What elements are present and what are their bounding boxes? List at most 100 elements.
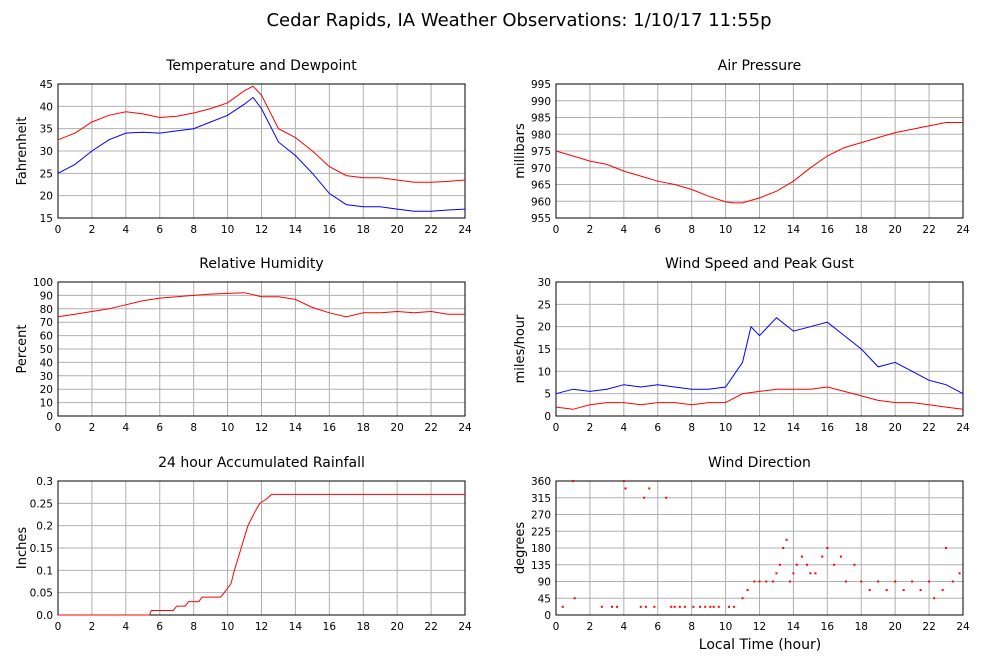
x-tick-label: 10: [719, 224, 732, 236]
wdir-point: [571, 480, 574, 482]
wdir-point: [844, 580, 847, 583]
x-tick-label: 18: [357, 422, 370, 434]
wdir-point: [809, 572, 812, 575]
plot-frame: [555, 281, 964, 417]
wdir-point: [717, 605, 720, 608]
x-tick-label: 20: [888, 224, 901, 236]
x-tick-label: 24: [458, 224, 472, 236]
wdir-point: [826, 547, 829, 549]
wdir-point: [665, 496, 668, 499]
pressure-y-axis-label: millibars: [513, 123, 528, 179]
x-axis-label: Local Time (hour): [699, 637, 821, 653]
y-tick-label: 0.15: [30, 543, 53, 555]
y-tick-label: 225: [531, 526, 551, 538]
x-tick-label: 20: [888, 621, 901, 633]
y-tick-label: 0: [544, 610, 551, 622]
x-tick-label: 4: [620, 224, 627, 236]
wdir-point: [727, 605, 730, 608]
wdir-point: [648, 487, 651, 490]
x-tick-label: 22: [424, 422, 437, 434]
pressure-panel: 0 2 4 6 8 10 12 14 16 18 20 22 249559609659709759809…: [513, 58, 970, 236]
temp-series-line-0: [57, 85, 466, 183]
x-tick-label: 18: [855, 224, 868, 236]
wdir-point: [561, 605, 564, 608]
wdir-point: [792, 572, 795, 575]
x-tick-label: 8: [190, 224, 197, 236]
x-tick-label: 6: [654, 621, 661, 633]
x-tick-label: 8: [190, 621, 197, 633]
x-tick-label: 2: [587, 621, 594, 633]
x-tick-label: 20: [390, 621, 403, 633]
wdir-point: [746, 589, 749, 592]
wind-title: Wind Speed and Peak Gust: [665, 256, 854, 272]
rain-title: 24 hour Accumulated Rainfall: [158, 455, 365, 471]
x-tick-label: 16: [323, 422, 337, 434]
y-tick-label: 60: [40, 331, 53, 343]
x-tick-label: 18: [855, 621, 868, 633]
plot-frame: [57, 83, 466, 219]
x-tick-label: 20: [390, 224, 403, 236]
temp-series-line-1: [57, 96, 466, 212]
wdir-point: [765, 580, 768, 583]
x-tick-label: 0: [553, 621, 560, 633]
x-tick-label: 20: [888, 422, 901, 434]
wdir-point: [860, 580, 863, 583]
wdir-point: [868, 589, 871, 592]
x-tick-label: 6: [156, 224, 163, 236]
y-tick-label: 10: [538, 366, 551, 378]
y-tick-label: 980: [531, 129, 551, 141]
wdir-point: [933, 597, 936, 600]
y-tick-label: 0.05: [30, 588, 53, 600]
wdir-point: [709, 605, 712, 608]
y-tick-label: 45: [40, 79, 53, 91]
y-tick-label: 955: [531, 213, 551, 225]
x-tick-label: 6: [654, 224, 661, 236]
y-tick-label: 80: [40, 304, 53, 316]
x-tick-label: 22: [424, 621, 437, 633]
wdir-point: [795, 563, 798, 566]
y-tick-label: 25: [538, 299, 551, 311]
x-tick-label: 14: [787, 224, 801, 236]
x-tick-label: 24: [956, 621, 970, 633]
wdir-point: [877, 580, 880, 583]
wind-series-line-0: [555, 317, 964, 395]
wdir-point: [821, 555, 824, 558]
x-tick-label: 18: [357, 621, 370, 633]
wdir-point: [712, 605, 715, 608]
y-tick-label: 10: [40, 398, 53, 410]
x-tick-label: 16: [323, 224, 337, 236]
wdir-y-axis-label: degrees: [513, 522, 528, 575]
y-tick-label: 35: [40, 124, 53, 136]
wdir-point: [945, 547, 948, 549]
temp-y-axis-label: Fahrenheit: [15, 117, 30, 186]
y-tick-label: 25: [40, 168, 53, 180]
y-tick-label: 30: [40, 146, 53, 158]
y-tick-label: 990: [531, 96, 551, 108]
y-tick-label: 15: [40, 213, 53, 225]
x-tick-label: 8: [688, 621, 695, 633]
y-tick-label: 40: [40, 357, 53, 369]
x-tick-label: 4: [122, 621, 129, 633]
x-tick-label: 16: [821, 422, 835, 434]
y-tick-label: 180: [531, 543, 551, 555]
x-tick-label: 12: [255, 224, 268, 236]
x-tick-label: 8: [688, 224, 695, 236]
y-tick-label: 50: [40, 344, 53, 356]
wdir-point: [653, 605, 656, 608]
x-tick-label: 16: [821, 621, 835, 633]
wdir-point: [622, 480, 625, 482]
x-tick-label: 20: [390, 422, 403, 434]
wdir-point: [683, 605, 686, 608]
x-tick-label: 6: [654, 422, 661, 434]
wdir-point: [814, 572, 817, 575]
x-tick-label: 8: [688, 422, 695, 434]
y-tick-label: 970: [531, 163, 551, 175]
x-tick-label: 24: [458, 422, 472, 434]
rh-y-axis-label: Percent: [15, 325, 30, 374]
wdir-point: [610, 605, 613, 608]
y-tick-label: 270: [531, 510, 551, 522]
wdir-point: [951, 580, 954, 583]
x-tick-label: 0: [553, 224, 560, 236]
x-tick-label: 16: [821, 224, 835, 236]
